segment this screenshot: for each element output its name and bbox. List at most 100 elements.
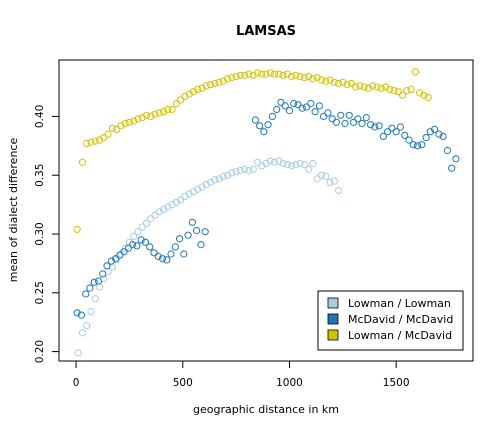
data-point — [194, 185, 202, 193]
data-point — [285, 107, 294, 115]
data-point — [146, 243, 154, 251]
data-point — [292, 71, 300, 79]
data-point — [100, 134, 108, 142]
data-point — [91, 137, 99, 145]
data-point — [224, 75, 232, 83]
data-point — [232, 72, 240, 81]
x-axis-label: geographic distance in km — [193, 403, 339, 416]
data-point — [142, 219, 151, 227]
data-point — [185, 90, 193, 98]
data-point — [439, 132, 447, 140]
data-point — [147, 215, 155, 223]
data-point — [134, 228, 142, 236]
data-point — [253, 158, 262, 166]
data-point — [326, 178, 334, 186]
data-point — [384, 128, 392, 136]
data-point — [343, 81, 351, 89]
data-point — [300, 161, 308, 169]
data-point — [294, 101, 302, 109]
data-point — [107, 257, 115, 265]
legend-box — [317, 290, 464, 351]
data-point — [407, 85, 415, 94]
data-point — [172, 99, 180, 108]
data-points — [73, 68, 460, 357]
data-point — [335, 186, 343, 195]
data-point — [258, 70, 266, 78]
y-tick-label: 0.20 — [34, 340, 46, 363]
data-point — [413, 142, 422, 150]
data-point — [418, 141, 426, 149]
data-point — [117, 122, 125, 130]
data-point — [151, 110, 159, 118]
data-point — [275, 157, 283, 165]
data-point — [124, 244, 132, 252]
data-point — [394, 88, 402, 96]
data-point — [362, 114, 370, 122]
data-point — [197, 241, 205, 249]
data-point — [352, 83, 360, 91]
data-point — [377, 84, 385, 92]
data-point — [309, 75, 317, 83]
data-point — [73, 309, 81, 317]
data-point — [78, 158, 87, 166]
data-point — [253, 69, 262, 77]
legend-swatch — [327, 313, 339, 325]
data-point — [129, 241, 137, 249]
data-point — [341, 119, 349, 128]
data-point — [317, 76, 326, 84]
data-point — [435, 130, 443, 138]
x-tick-label: 0 — [73, 377, 80, 389]
data-point — [154, 252, 162, 260]
data-point — [339, 78, 347, 86]
data-point — [411, 68, 419, 76]
data-point — [288, 162, 296, 170]
data-point — [219, 77, 227, 85]
data-point — [345, 111, 353, 119]
data-point — [403, 87, 411, 95]
data-point — [313, 74, 321, 82]
data-point — [82, 290, 90, 298]
data-point — [236, 71, 244, 79]
data-point — [90, 278, 98, 286]
data-point — [302, 103, 311, 111]
data-point — [181, 192, 189, 200]
data-point — [219, 172, 227, 180]
data-point — [335, 79, 343, 88]
data-point — [356, 82, 364, 90]
data-point — [121, 119, 129, 128]
data-point — [185, 190, 193, 198]
data-point — [452, 155, 460, 163]
data-point — [390, 87, 398, 95]
data-point — [206, 81, 215, 89]
data-point — [184, 231, 192, 239]
data-point — [288, 72, 296, 81]
data-point — [298, 104, 306, 112]
data-point — [188, 218, 196, 226]
x-tick-label: 1000 — [276, 377, 303, 389]
data-point — [87, 138, 95, 146]
y-tick-label: 0.35 — [34, 164, 46, 187]
data-point — [121, 244, 129, 252]
data-point — [198, 84, 206, 92]
data-point — [142, 111, 151, 119]
data-point — [364, 84, 372, 92]
data-point — [315, 102, 323, 110]
data-point — [371, 123, 379, 131]
data-point — [409, 141, 417, 149]
data-point — [330, 78, 338, 86]
data-point — [305, 72, 313, 81]
data-point — [138, 114, 146, 122]
data-point — [347, 79, 355, 88]
legend-swatch — [327, 329, 339, 341]
data-point — [277, 98, 285, 106]
data-point — [260, 128, 268, 136]
data-point — [367, 121, 375, 129]
data-point — [202, 82, 210, 90]
data-point — [158, 255, 167, 263]
data-point — [164, 105, 172, 114]
data-point — [290, 99, 298, 108]
data-point — [112, 255, 120, 263]
data-point — [300, 74, 308, 82]
data-point — [249, 71, 257, 79]
data-point — [206, 178, 215, 186]
